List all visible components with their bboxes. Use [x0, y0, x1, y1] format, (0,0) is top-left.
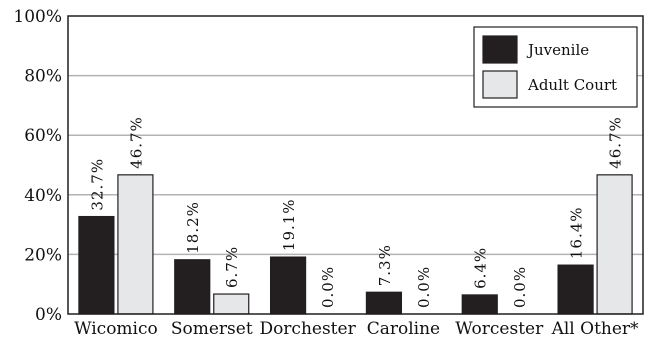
- y-tick-label: 40%: [24, 186, 62, 206]
- bar-adult-court: [596, 174, 633, 315]
- y-tick-label: 80%: [24, 67, 62, 87]
- bar-juvenile: [78, 215, 115, 315]
- legend-label: Juvenile: [526, 41, 589, 59]
- bar-adult-court: [117, 174, 154, 315]
- x-category-label: All Other*: [551, 319, 639, 337]
- bar-juvenile: [174, 259, 211, 315]
- data-label: 6.7%: [223, 246, 241, 288]
- x-category-label: Worcester: [455, 319, 544, 337]
- data-label: 19.1%: [280, 198, 298, 251]
- data-label: 46.7%: [127, 116, 145, 169]
- legend-swatch-adult-court: [482, 70, 518, 99]
- bar-juvenile: [557, 264, 594, 315]
- y-tick-label: 60%: [24, 126, 62, 146]
- data-label: 0.0%: [319, 266, 337, 308]
- bar-adult-court: [213, 293, 250, 315]
- data-label: 7.3%: [376, 244, 394, 286]
- legend-swatch-juvenile: [482, 35, 518, 64]
- y-tick-label: 0%: [35, 305, 62, 325]
- data-label: 6.4%: [472, 247, 490, 289]
- data-label: 32.7%: [88, 158, 106, 211]
- x-category-label: Somerset: [171, 319, 253, 337]
- data-label: 46.7%: [607, 116, 625, 169]
- x-category-label: Wicomico: [74, 319, 158, 337]
- bar-juvenile: [461, 294, 498, 315]
- y-tick-label: 100%: [13, 7, 62, 27]
- legend-label: Adult Court: [527, 76, 617, 94]
- data-label: 18.2%: [184, 201, 202, 254]
- x-category-label: Dorchester: [259, 319, 356, 337]
- data-label: 0.0%: [511, 266, 529, 308]
- data-label: 0.0%: [415, 266, 433, 308]
- y-tick-label: 20%: [24, 245, 62, 265]
- data-label: 16.4%: [568, 206, 586, 259]
- bar-juvenile: [269, 256, 307, 315]
- plot-frame: [67, 15, 644, 315]
- bar-juvenile: [365, 291, 403, 315]
- x-category-label: Caroline: [367, 319, 440, 337]
